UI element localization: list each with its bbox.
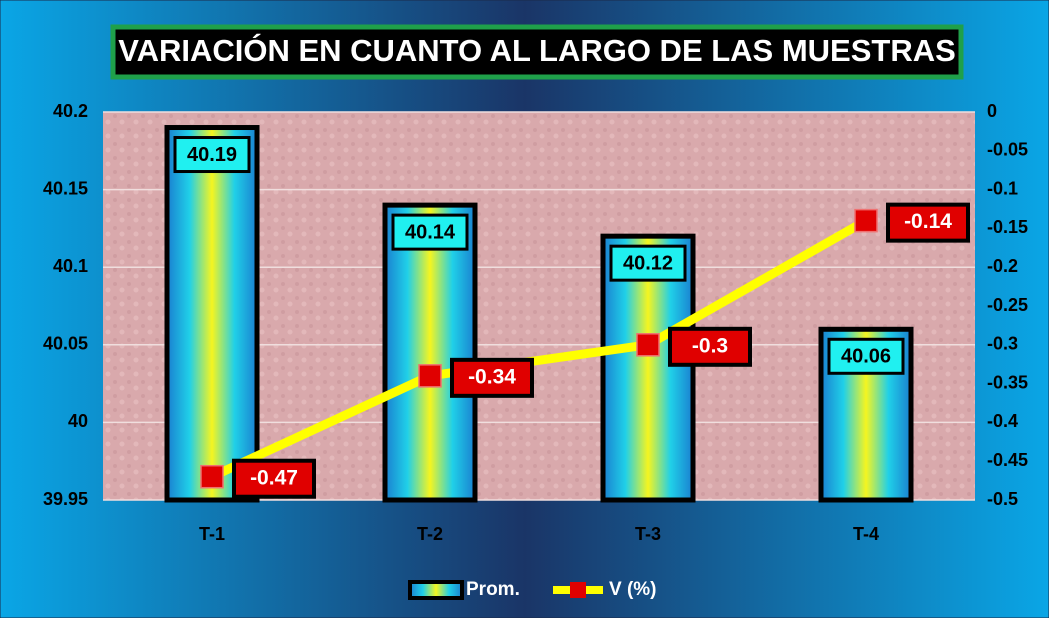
line-label: -0.14 <box>904 210 952 233</box>
line <box>210 216 869 481</box>
bar-label-box <box>827 337 905 375</box>
y2-tick-label: -0.35 <box>987 372 1028 392</box>
marker <box>636 333 660 357</box>
bar-label-box <box>609 244 687 282</box>
legend-marker <box>570 582 586 598</box>
bar-label: 40.19 <box>187 144 237 166</box>
chart-title: VARIACIÓN EN CUANTO AL LARGO DE LAS MUES… <box>118 32 956 68</box>
x-tick-label: T-2 <box>417 524 443 544</box>
bar <box>164 125 260 503</box>
y2-tick-label: -0.4 <box>987 411 1018 431</box>
line-label-box <box>450 357 534 398</box>
y2-tick-label: -0.5 <box>987 489 1018 509</box>
y-tick-label: 40.2 <box>53 101 88 121</box>
bar <box>382 202 478 503</box>
y2-tick-label: -0.05 <box>987 140 1028 160</box>
legend-label: V (%) <box>609 579 657 600</box>
line-label: -0.47 <box>250 466 298 489</box>
x-tick-label: T-4 <box>853 524 879 544</box>
y2-tick-label: -0.15 <box>987 217 1028 237</box>
y-tick-label: 39.95 <box>43 489 88 509</box>
marker <box>200 464 224 489</box>
bar-label-box <box>173 136 251 174</box>
y2-tick-label: -0.1 <box>987 178 1018 198</box>
line-label-box <box>886 202 970 243</box>
bar-label: 40.06 <box>841 346 891 368</box>
y2-tick-label: -0.45 <box>987 450 1028 470</box>
line-label: -0.34 <box>468 365 516 388</box>
y-tick-label: 40.05 <box>43 334 88 354</box>
x-tick-label: T-3 <box>635 524 661 544</box>
marker <box>854 208 878 233</box>
bar-label: 40.12 <box>623 252 673 274</box>
y2-tick-label: -0.2 <box>987 256 1018 276</box>
line-label-box <box>668 326 752 367</box>
x-tick-label: T-1 <box>199 524 225 544</box>
y2-tick-label: -0.25 <box>987 295 1028 315</box>
y-tick-label: 40.15 <box>43 178 88 198</box>
legend-swatch <box>408 580 464 600</box>
marker <box>418 364 442 388</box>
bar-label-box <box>391 213 469 251</box>
y-tick-label: 40 <box>68 411 88 431</box>
title-box <box>110 24 964 80</box>
legend-label: Prom. <box>466 579 520 600</box>
bar-label: 40.14 <box>405 221 456 243</box>
y-tick-label: 40.1 <box>53 256 88 276</box>
line-label-box <box>232 458 316 499</box>
line-label: -0.3 <box>692 334 728 357</box>
y2-tick-label: 0 <box>987 101 997 121</box>
y2-tick-label: -0.3 <box>987 334 1018 354</box>
